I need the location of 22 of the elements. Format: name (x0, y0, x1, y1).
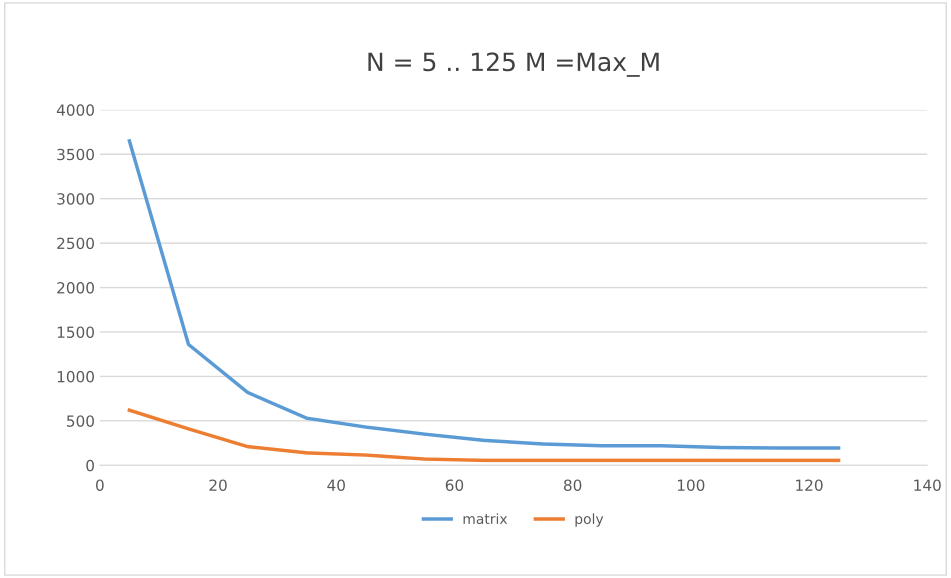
x-tick-label: 100 (678, 479, 704, 492)
x-tick-label: 60 (446, 479, 464, 492)
x-tick-label: 20 (209, 479, 227, 492)
y-tick-label: 3000 (57, 193, 94, 205)
y-tick-label: 3500 (57, 148, 94, 160)
x-tick-label: 140 (914, 479, 941, 492)
x-tick-label: 80 (564, 479, 582, 492)
y-tick-label: 4000 (56, 104, 94, 116)
y-tick-label: 500 (67, 415, 94, 427)
x-tick-label: 0 (96, 479, 104, 492)
y-tick-label: 1500 (58, 326, 94, 338)
y-tick-label: 0 (86, 460, 94, 472)
legend-label: poly (576, 513, 604, 527)
x-tick-label: 40 (327, 479, 345, 492)
y-tick-label: 1000 (58, 370, 94, 382)
chart-title: N = 5 .. 125 M =Max_M (368, 52, 659, 77)
line-series (128, 408, 840, 462)
x-tick-label: 120 (796, 479, 823, 492)
y-tick-label: 2000 (57, 282, 94, 294)
legend-label: matrix (464, 513, 508, 524)
line-series (128, 139, 840, 450)
y-tick-label: 2500 (57, 238, 94, 250)
